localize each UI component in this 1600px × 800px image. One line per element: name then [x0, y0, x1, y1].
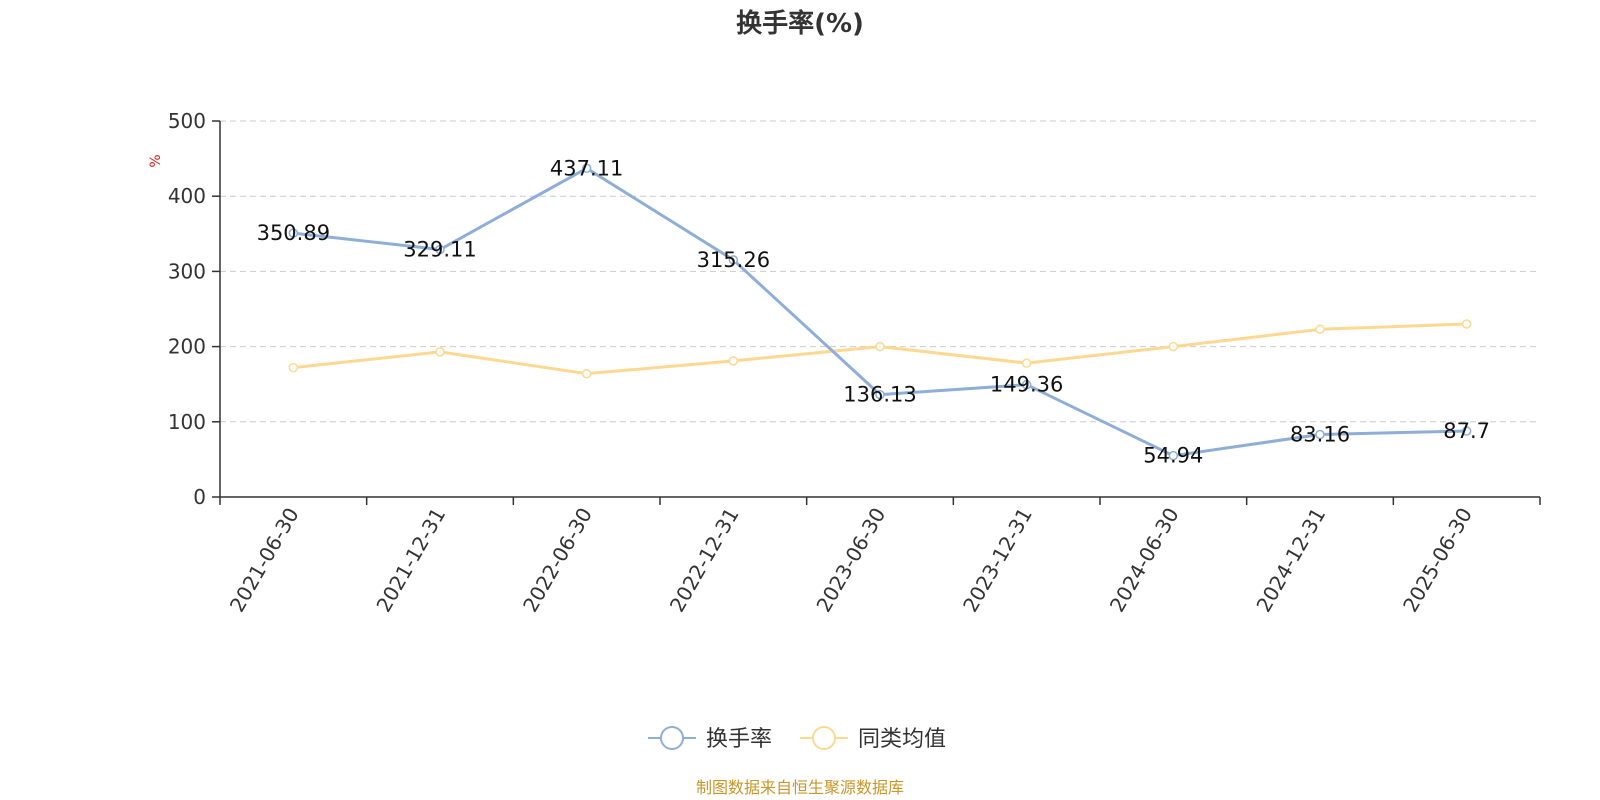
series-line — [293, 166, 1467, 458]
y-axis-ticks: 0 100 200 300 400 500 — [168, 109, 206, 509]
data-point — [435, 244, 445, 255]
data-point — [728, 356, 739, 366]
data-label: 54.94 — [1143, 444, 1203, 468]
data-point — [728, 255, 739, 265]
legend[interactable]: 换手率 同类均值 — [648, 726, 946, 752]
data-label: 329.11 — [403, 238, 476, 262]
data-label: 350.89 — [257, 221, 330, 245]
data-point — [1168, 341, 1179, 352]
data-point — [1315, 429, 1325, 440]
x-tick-label: 2024-12-31 — [1251, 504, 1330, 617]
data-point — [1315, 324, 1325, 335]
y-axis-unit: % — [148, 154, 164, 167]
x-tick-label: 2024-06-30 — [1105, 504, 1184, 617]
legend-marker — [660, 726, 684, 750]
y-tick-label: 200 — [168, 335, 206, 359]
legend-item[interactable]: 换手率 — [648, 726, 772, 752]
data-label: 87.7 — [1443, 419, 1490, 443]
x-tick-label: 2022-12-31 — [665, 504, 744, 617]
data-point — [435, 347, 445, 357]
x-tick-label: 2022-06-30 — [518, 504, 597, 617]
data-label: 437.11 — [550, 156, 623, 180]
data-label: 149.36 — [990, 373, 1063, 397]
axes — [212, 120, 1541, 505]
data-point — [288, 362, 299, 373]
data-labels: 350.89 329.11 437.11 315.26 136.13 149.36 54.9… — [257, 156, 1490, 467]
series-group — [288, 163, 1472, 461]
data-label: 83.16 — [1290, 422, 1350, 446]
grid-lines — [220, 120, 1540, 423]
y-tick-label: 500 — [168, 109, 206, 133]
data-point — [1461, 426, 1472, 436]
data-label: 136.13 — [843, 383, 916, 407]
data-point — [581, 368, 592, 379]
data-point — [581, 163, 592, 174]
y-tick-label: 100 — [168, 410, 206, 434]
x-tick-label: 2021-12-31 — [371, 504, 450, 617]
legend-marker — [812, 726, 836, 750]
x-tick-label: 2021-06-30 — [225, 504, 304, 617]
data-point — [1168, 450, 1179, 461]
x-axis-ticks: 2021-06-30 2021-12-31 2022-06-30 2022-12-31… — [225, 504, 1477, 617]
legend-item[interactable]: 同类均值 — [800, 726, 946, 752]
series-2 — [288, 319, 1472, 379]
data-point — [875, 341, 885, 352]
y-tick-label: 300 — [168, 259, 206, 283]
legend-label: 同类均值 — [858, 727, 946, 752]
x-tick-label: 2023-06-30 — [811, 504, 890, 617]
data-label: 315.26 — [697, 248, 770, 272]
data-point — [1461, 319, 1472, 329]
data-point — [875, 389, 885, 400]
data-point — [1021, 379, 1032, 390]
data-point — [288, 228, 299, 238]
series-1 — [288, 163, 1472, 461]
legend-label: 换手率 — [706, 727, 772, 752]
x-tick-label: 2023-12-31 — [958, 504, 1037, 617]
y-tick-label: 400 — [168, 184, 206, 208]
data-point — [1021, 358, 1032, 368]
source-note: 制图数据来自恒生聚源数据库 — [696, 778, 904, 797]
y-tick-label: 0 — [193, 485, 206, 509]
chart-title: 换手率(%) — [736, 8, 864, 39]
x-tick-label: 2025-06-30 — [1398, 504, 1477, 617]
